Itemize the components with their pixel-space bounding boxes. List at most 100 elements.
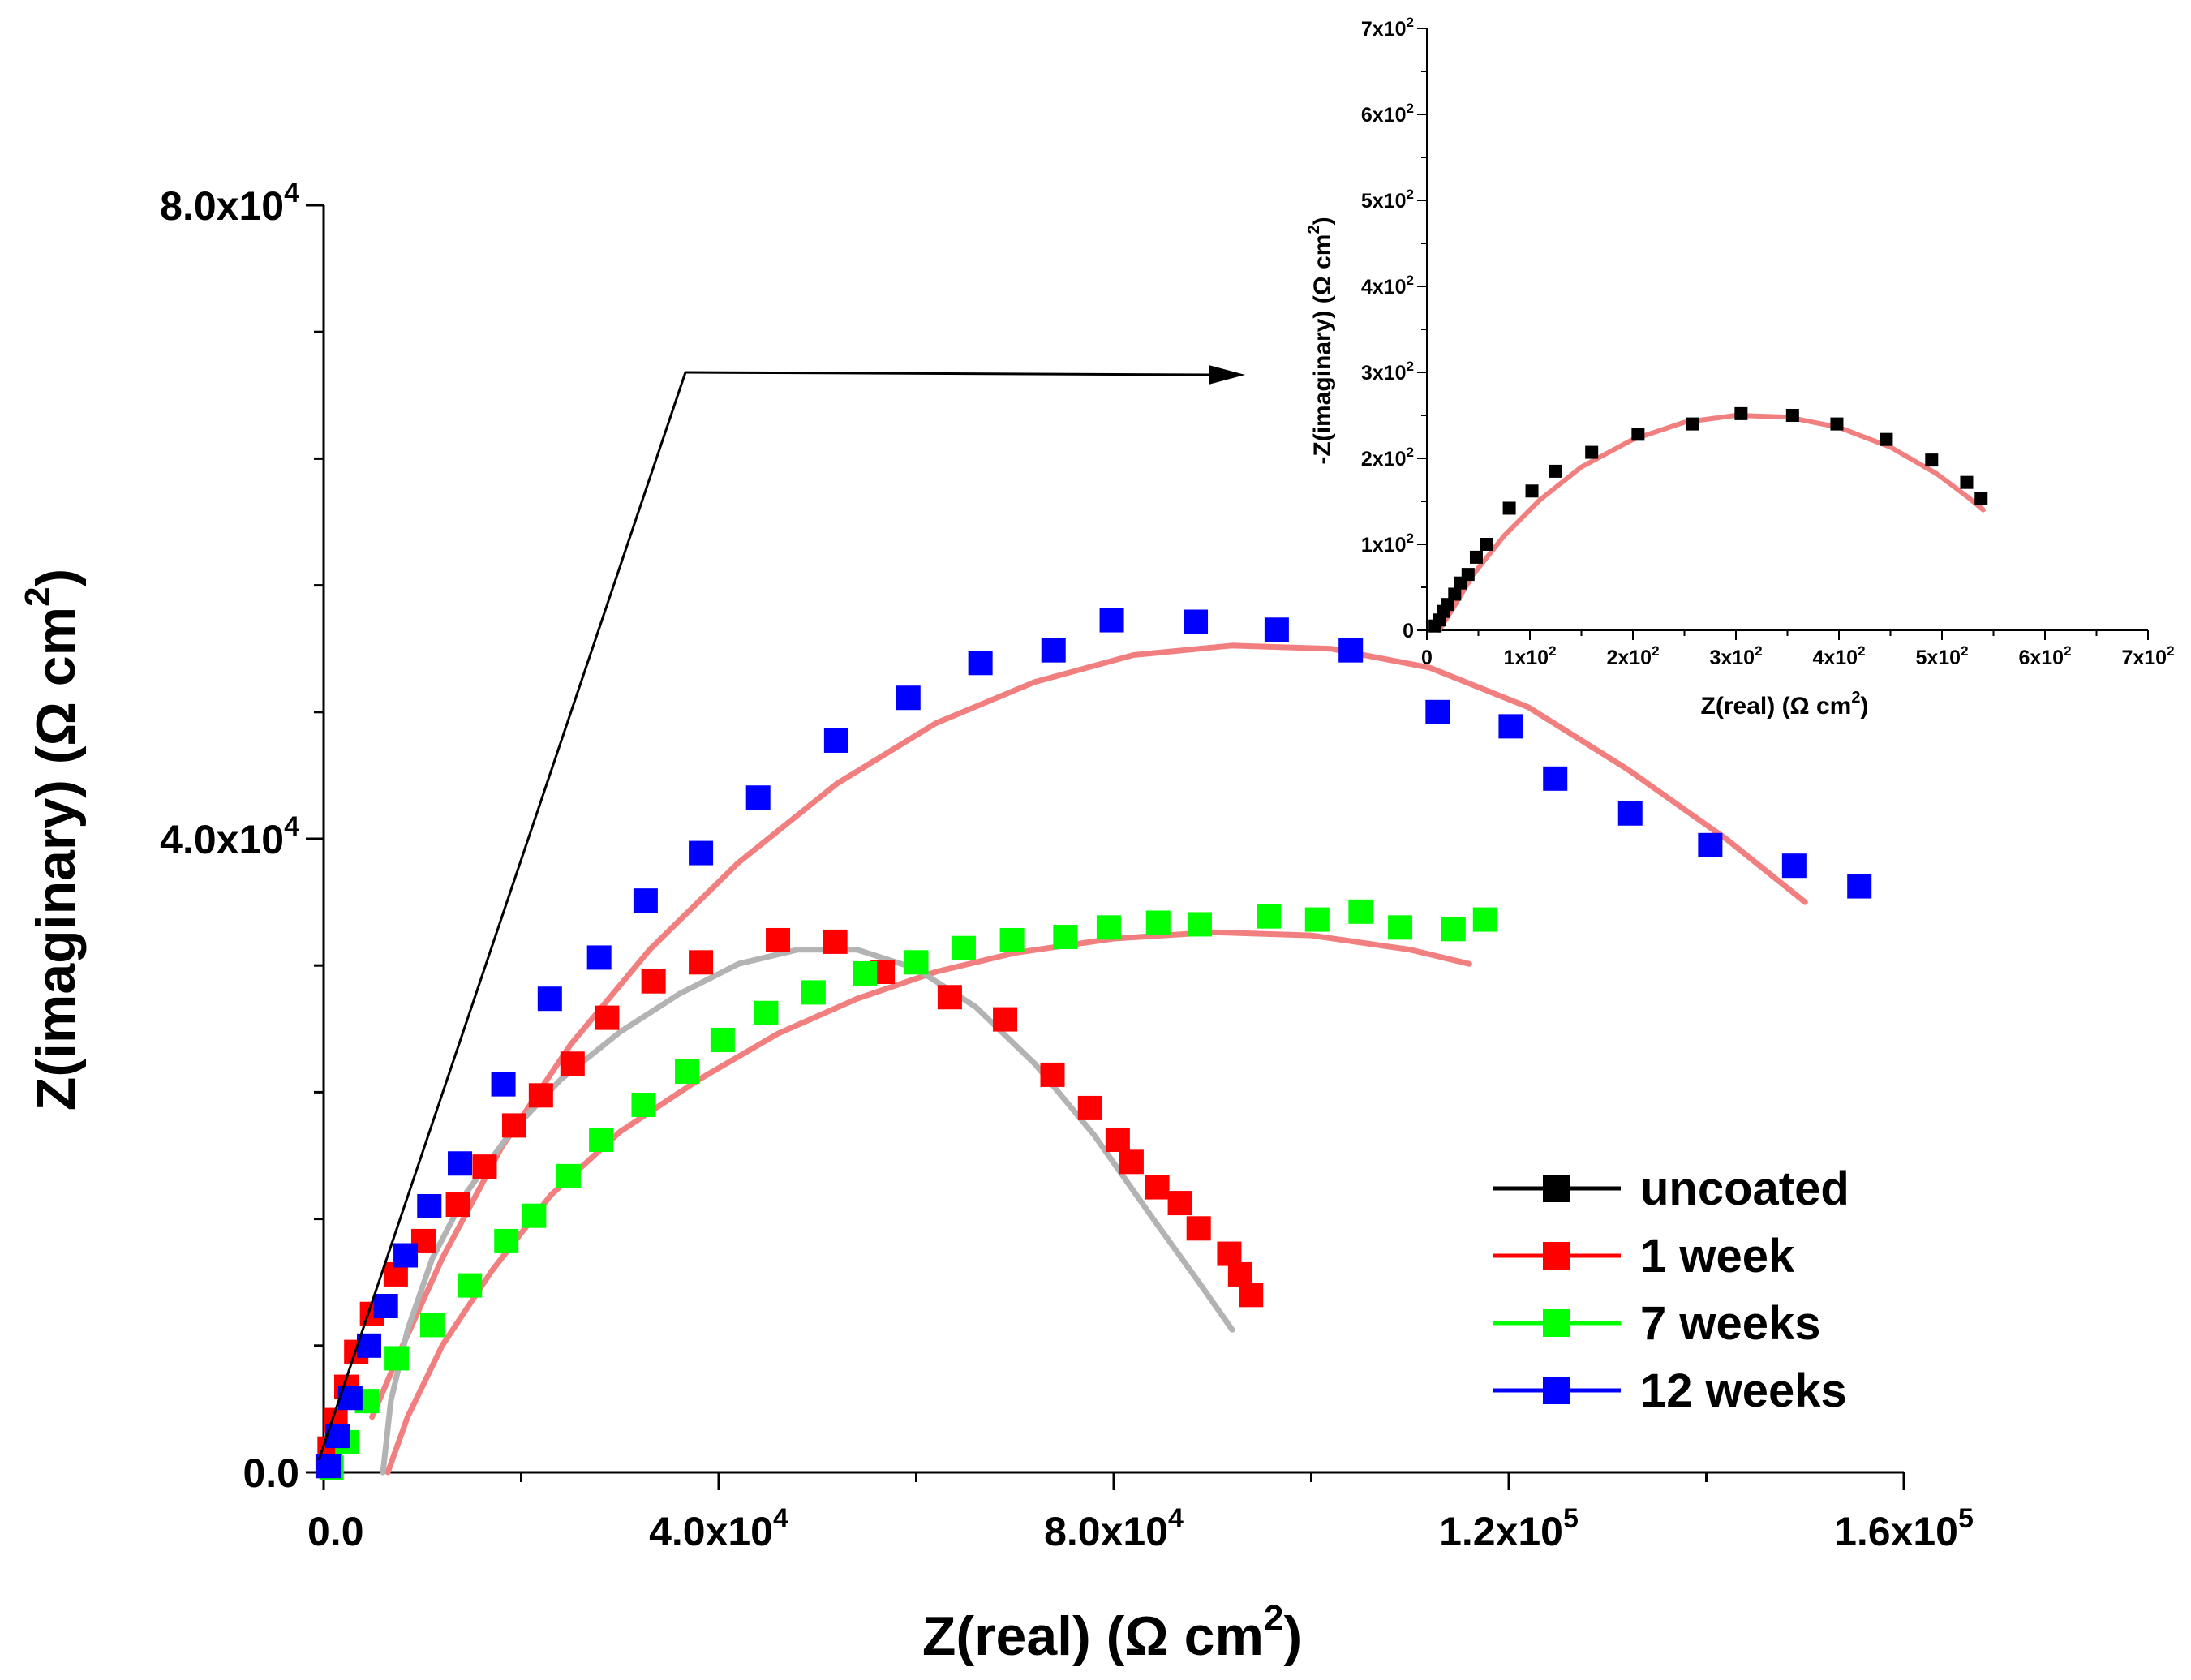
x-tick-label: 1.2x105 bbox=[1439, 1503, 1579, 1554]
data-point bbox=[472, 1154, 497, 1179]
inset-x-axis-title: Z(real) (Ω cm2) bbox=[1701, 689, 1869, 720]
inset-callout-arrow bbox=[317, 365, 1245, 1461]
data-point bbox=[1096, 915, 1121, 940]
data-point bbox=[1239, 1283, 1264, 1308]
inset-x-tick-label: 6x102 bbox=[2018, 643, 2071, 669]
inset-data-point bbox=[1502, 501, 1516, 515]
data-point bbox=[1698, 832, 1723, 857]
series-12-weeks bbox=[316, 608, 1872, 1479]
data-point bbox=[823, 929, 848, 954]
inset-data-point bbox=[1734, 406, 1748, 420]
data-point bbox=[951, 935, 976, 960]
series-7-weeks bbox=[319, 899, 1497, 1480]
data-point bbox=[494, 1228, 519, 1253]
y-axis-title: Z(imaginary) (Ω cm2) bbox=[18, 569, 87, 1111]
inset-data-point bbox=[1480, 538, 1493, 551]
inset-data-point bbox=[1631, 428, 1645, 441]
data-point bbox=[1304, 907, 1330, 932]
data-point bbox=[766, 927, 791, 952]
inset-x-tick-label: 5x102 bbox=[1915, 643, 1968, 669]
inset-x-tick-label: 1x102 bbox=[1503, 643, 1556, 669]
data-point bbox=[501, 1113, 526, 1138]
data-point bbox=[1472, 907, 1497, 932]
data-point bbox=[560, 1051, 585, 1076]
inset-y-tick-label: 2x102 bbox=[1361, 445, 1414, 470]
legend-label: 7 weeks bbox=[1640, 1297, 1821, 1350]
data-point bbox=[1543, 766, 1568, 791]
inset-data-point bbox=[1525, 484, 1539, 498]
legend-item-12-weeks: 12 weeks bbox=[1493, 1364, 1847, 1417]
data-point bbox=[641, 969, 666, 994]
inset-y-tick-label: 3x102 bbox=[1361, 359, 1414, 385]
data-point bbox=[1077, 1095, 1102, 1120]
legend-label: uncoated bbox=[1640, 1162, 1849, 1215]
data-point bbox=[419, 1313, 445, 1338]
x-tick-label: 0.0 bbox=[307, 1509, 364, 1554]
data-point bbox=[1040, 1062, 1065, 1087]
data-point bbox=[445, 1192, 470, 1218]
data-point bbox=[1264, 617, 1289, 642]
x-tick-label: 4.0x104 bbox=[649, 1503, 788, 1554]
legend-marker bbox=[1543, 1377, 1570, 1404]
data-point bbox=[393, 1243, 419, 1268]
inset-x-tick-label: 2x102 bbox=[1606, 643, 1659, 669]
data-point bbox=[586, 945, 612, 970]
inset-data-point bbox=[1441, 598, 1454, 612]
data-point bbox=[1617, 801, 1643, 826]
data-point bbox=[633, 888, 658, 913]
data-point bbox=[448, 1151, 473, 1176]
data-point bbox=[904, 950, 929, 975]
data-point bbox=[491, 1072, 516, 1097]
inset-data-point bbox=[1461, 568, 1475, 582]
data-point bbox=[1388, 915, 1413, 940]
data-point bbox=[710, 1027, 735, 1052]
data-point bbox=[853, 960, 878, 986]
data-point bbox=[1105, 1127, 1130, 1152]
x-tick-label: 8.0x104 bbox=[1044, 1503, 1184, 1554]
legend-item-uncoated: uncoated bbox=[1493, 1162, 1849, 1215]
data-point bbox=[373, 1293, 398, 1318]
legend-item-7-weeks: 7 weeks bbox=[1493, 1297, 1821, 1350]
inset-y-axis-title: -Z(imaginary) (Ω cm2) bbox=[1305, 217, 1336, 464]
inset-series-uncoated bbox=[1428, 406, 1988, 633]
data-point bbox=[689, 950, 714, 975]
data-point bbox=[1847, 874, 1872, 899]
inset-data-point bbox=[1880, 432, 1893, 446]
data-point bbox=[689, 840, 714, 866]
data-point bbox=[801, 980, 826, 1005]
data-point bbox=[896, 685, 921, 711]
data-point bbox=[1217, 1241, 1242, 1266]
data-point bbox=[631, 1093, 656, 1118]
legend-marker bbox=[1543, 1175, 1570, 1202]
data-point bbox=[1257, 904, 1282, 929]
fit-curve-1 bbox=[369, 642, 1808, 1420]
data-point bbox=[1348, 899, 1373, 924]
x-axis-title: Z(real) (Ω cm2) bbox=[922, 1598, 1302, 1667]
data-point bbox=[1187, 912, 1212, 937]
legend-label: 1 week bbox=[1640, 1230, 1795, 1283]
fit-curve-2 bbox=[384, 929, 1472, 1476]
inset-y-tick-label: 7x102 bbox=[1361, 15, 1414, 41]
inset-data-point bbox=[1469, 550, 1483, 564]
data-point bbox=[1119, 1149, 1144, 1175]
data-point bbox=[1781, 853, 1807, 879]
data-point bbox=[1338, 638, 1364, 663]
data-point bbox=[1145, 910, 1171, 935]
fit-curve-3 bbox=[380, 947, 1235, 1476]
inset-y-tick-label: 6x102 bbox=[1361, 101, 1414, 127]
inset-data-point bbox=[1974, 492, 1988, 505]
data-point bbox=[1441, 917, 1466, 942]
data-point bbox=[1145, 1175, 1170, 1200]
inset-fit-curve bbox=[1437, 413, 1986, 633]
data-point bbox=[999, 927, 1025, 952]
data-point bbox=[1099, 608, 1124, 633]
data-point bbox=[823, 728, 848, 753]
data-point bbox=[1041, 638, 1066, 663]
inset-data-point bbox=[1585, 445, 1599, 459]
legend: uncoated 1 week 7 weeks 12 weeks bbox=[1493, 1162, 1849, 1417]
inset-data-point bbox=[1960, 475, 1974, 489]
data-point bbox=[968, 651, 993, 676]
data-point bbox=[417, 1193, 442, 1218]
inset-data-point bbox=[1686, 417, 1699, 431]
